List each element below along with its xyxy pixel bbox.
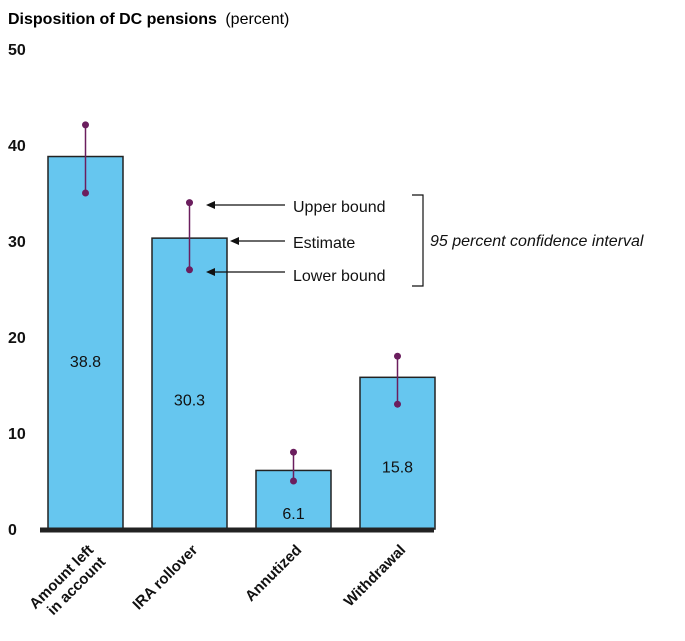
y-axis-ticks: 0 10 20 30 40 50 bbox=[8, 42, 26, 539]
legend-upper-label: Upper bound bbox=[293, 199, 386, 216]
legend-arrow-head bbox=[230, 237, 239, 245]
y-tick-label: 50 bbox=[8, 42, 26, 59]
value-label: 15.8 bbox=[382, 460, 413, 477]
legend-arrow-head bbox=[206, 268, 215, 276]
chart-title: Disposition of DC pensions (percent) bbox=[8, 11, 289, 28]
value-labels-group: 38.8 30.3 6.1 15.8 bbox=[70, 354, 413, 523]
lower-bound-dot bbox=[82, 189, 89, 197]
y-tick-label: 20 bbox=[8, 330, 26, 347]
confidence-legend: Upper bound Estimate Lower bound 95 perc… bbox=[206, 194, 644, 287]
category-label-line: IRA rollover bbox=[129, 542, 201, 614]
bar bbox=[151, 237, 228, 530]
category-label: Annutized bbox=[242, 542, 305, 605]
chart-title-main: Disposition of DC pensions bbox=[8, 11, 217, 28]
category-label: IRA rollover bbox=[129, 542, 201, 614]
value-label: 30.3 bbox=[174, 392, 205, 409]
value-label: 38.8 bbox=[70, 354, 101, 371]
chart-title-unit: (percent) bbox=[225, 11, 289, 28]
legend-note: 95 percent confidence interval bbox=[430, 233, 644, 250]
lower-bound-dot bbox=[186, 266, 193, 274]
upper-bound-dot bbox=[186, 199, 193, 207]
upper-bound-dot bbox=[82, 121, 89, 129]
upper-bound-dot bbox=[290, 448, 297, 456]
upper-bound-dot bbox=[394, 352, 401, 360]
value-label: 6.1 bbox=[282, 506, 304, 523]
lower-bound-dot bbox=[394, 400, 401, 408]
error-bars-group bbox=[82, 121, 401, 485]
legend-bracket bbox=[412, 194, 424, 287]
category-label: Withdrawal bbox=[341, 542, 410, 611]
legend-arrow-head bbox=[206, 201, 215, 209]
bar bbox=[47, 155, 124, 530]
lower-bound-dot bbox=[290, 477, 297, 485]
y-tick-label: 30 bbox=[8, 234, 26, 251]
legend-lower-label: Lower bound bbox=[293, 268, 386, 285]
legend-estimate-label: Estimate bbox=[293, 235, 355, 252]
y-tick-label: 40 bbox=[8, 138, 26, 155]
category-label-line: Withdrawal bbox=[341, 542, 410, 611]
y-tick-label: 10 bbox=[8, 426, 26, 443]
category-label-line: Annutized bbox=[242, 542, 305, 605]
y-tick-label: 0 bbox=[8, 522, 17, 539]
